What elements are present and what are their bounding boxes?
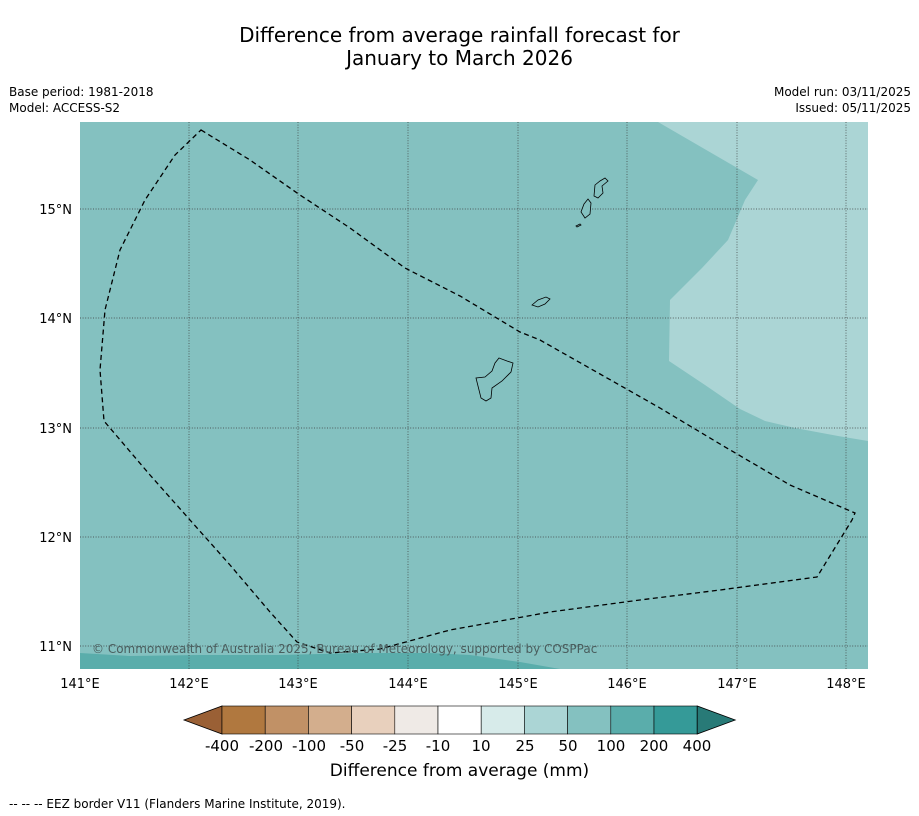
legend-label: -10 (426, 737, 451, 755)
rainfall-light-region (658, 122, 868, 441)
lat-label: 13°N (39, 422, 72, 437)
island-tinian (580, 198, 592, 219)
meta-left: Base period: 1981-2018 Model: ACCESS-S2 (9, 84, 154, 116)
lat-label: 11°N (39, 640, 72, 655)
copyright-text: © Commonwealth of Australia 2025, Bureau… (92, 642, 597, 656)
lat-label: 12°N (39, 531, 72, 546)
island-rota (531, 296, 551, 308)
lon-label: 145°E (498, 677, 538, 692)
lon-label: 142°E (169, 677, 209, 692)
lat-label: 15°N (39, 203, 72, 218)
colorbar-swatch (437, 705, 482, 735)
colorbar-labels: -400 -200 -100 -50 -25 -10 10 25 50 100 … (205, 737, 711, 755)
model-run-text: Model run: 03/11/2025 (773, 85, 911, 99)
legend-label: -25 (383, 737, 408, 755)
island-guam (475, 357, 514, 402)
colorbar-swatch (524, 705, 568, 735)
legend-label: -400 (205, 737, 239, 755)
issued-text: Issued: 05/11/2025 (795, 101, 911, 115)
lon-label: 147°E (717, 677, 757, 692)
lon-label: 148°E (826, 677, 866, 692)
legend-label: 200 (640, 737, 669, 755)
colorbar-swatch (480, 705, 525, 735)
lon-label: 143°E (278, 677, 318, 692)
eez-border (99, 129, 856, 654)
legend-label: 400 (683, 737, 712, 755)
meta-right: Model run: 03/11/2025 Issued: 05/11/2025 (774, 84, 911, 116)
lat-label: 14°N (39, 312, 72, 327)
rainfall-dark-region (80, 653, 560, 669)
colorbar-title: Difference from average (mm) (329, 761, 590, 781)
colorbar-extend-high (696, 705, 737, 735)
colorbar-swatch (221, 705, 266, 735)
colorbar-swatch (264, 705, 309, 735)
legend-label: 100 (597, 737, 626, 755)
island-aguijan (575, 223, 582, 228)
legend-label: -200 (249, 737, 283, 755)
map-area (80, 122, 868, 669)
colorbar-swatch (567, 705, 612, 735)
base-period-text: Base period: 1981-2018 (9, 85, 154, 99)
legend-label: 50 (558, 737, 577, 755)
colorbar-swatch (653, 705, 698, 735)
legend-label: 25 (515, 737, 534, 755)
island-saipan (593, 177, 609, 199)
legend-label: 10 (471, 737, 490, 755)
longitude-tick-labels: 141°E 142°E 143°E 144°E 145°E 146°E 147°… (60, 677, 866, 692)
gridlines (80, 122, 868, 669)
model-text: Model: ACCESS-S2 (9, 101, 121, 115)
colorbar-swatch (308, 705, 352, 735)
colorbar-swatch (394, 705, 439, 735)
chart-title-line1: Difference from average rainfall forecas… (239, 23, 680, 47)
colorbar-swatch (610, 705, 655, 735)
colorbar-swatch (351, 705, 396, 735)
chart-title-line2: January to March 2026 (346, 46, 573, 70)
colorbar-extend-low (182, 705, 223, 735)
latitude-tick-labels: 15°N 14°N 13°N 12°N 11°N (39, 203, 72, 655)
lon-label: 144°E (388, 677, 428, 692)
colorbar-legend (182, 705, 737, 735)
lon-label: 146°E (607, 677, 647, 692)
legend-label: -50 (340, 737, 365, 755)
eez-footnote: -- -- -- EEZ border V11 (Flanders Marine… (9, 797, 346, 811)
legend-label: -100 (292, 737, 326, 755)
lon-label: 141°E (60, 677, 100, 692)
islands (475, 177, 609, 402)
